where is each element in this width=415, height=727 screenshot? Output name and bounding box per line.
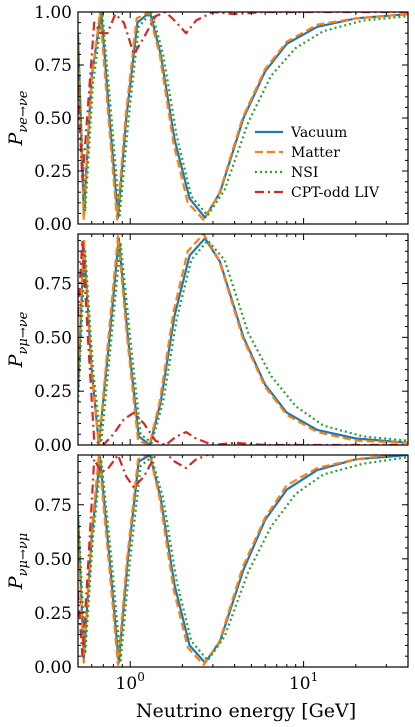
y-axis-label-main: P — [5, 575, 27, 590]
series-line-matter — [78, 455, 400, 666]
y-tick-label: 0.00 — [34, 436, 72, 456]
y-axis-label-subscript: νe→νe — [16, 90, 31, 132]
y-tick-label: 0.00 — [34, 215, 72, 235]
x-tick-label-base: 10 — [289, 674, 311, 694]
axes-frame — [77, 233, 409, 446]
legend-label: NSI — [291, 165, 318, 181]
y-axis-label: Pνμ→νe — [5, 311, 31, 368]
series-line-nsi — [78, 456, 408, 662]
y-axis-label: Pνμ→νμ — [5, 533, 31, 590]
panel-1: 0.00 0.25 0.50 0.75 1.00 Pνe→νe Vacuum Matter NS… — [5, 3, 409, 235]
y-axis-label-subscript: νμ→νμ — [16, 533, 31, 577]
y-axis-label-subscript: νμ→νe — [16, 311, 31, 354]
y-tick-label: 0.50 — [34, 109, 72, 129]
legend: Vacuum Matter NSI CPT-odd LIV — [255, 125, 380, 201]
y-tick-label: 0.75 — [34, 275, 72, 295]
y-tick-label: 1.00 — [34, 3, 72, 23]
series-line-cpt-odd-liv — [78, 455, 211, 658]
x-tick-label: 100 — [116, 670, 145, 694]
series-line-cpt-odd-liv — [78, 12, 408, 183]
y-tick-label: 0.25 — [34, 604, 72, 624]
x-tick-label-base: 10 — [116, 674, 138, 694]
x-tick-label-exponent: 1 — [311, 670, 319, 684]
y-axis-label-main: P — [5, 353, 27, 368]
series-line-matter — [78, 12, 408, 221]
legend-label: Matter — [291, 145, 340, 161]
x-axis-label: Neutrino energy [GeV] — [136, 700, 356, 722]
x-tick-label: 101 — [289, 670, 318, 694]
series-line-matter — [78, 234, 408, 445]
series-line-nsi — [78, 12, 408, 217]
y-axis-label: Pνe→νe — [5, 90, 31, 146]
panels-group: 0.00 0.25 0.50 0.75 1.00 Pνe→νe Vacuum Matter NS… — [5, 3, 409, 694]
y-axis-label-main: P — [5, 131, 27, 146]
y-tick-label: 0.25 — [34, 382, 72, 402]
x-tick-label-exponent: 0 — [137, 670, 145, 684]
y-tick-label: 0.50 — [34, 328, 72, 348]
y-tick-label: 0.75 — [34, 496, 72, 516]
series-line-vacuum — [78, 12, 408, 219]
legend-label: Vacuum — [290, 125, 347, 141]
series-line-nsi — [78, 239, 408, 444]
legend-label: CPT-odd LIV — [291, 185, 380, 201]
series-line-cpt-odd-liv — [78, 239, 408, 445]
y-tick-label: 0.75 — [34, 56, 72, 76]
y-tick-label: 0.00 — [34, 658, 72, 678]
axes-frame — [77, 454, 409, 668]
y-tick-label: 0.50 — [34, 550, 72, 570]
y-tick-label: 0.25 — [34, 162, 72, 182]
